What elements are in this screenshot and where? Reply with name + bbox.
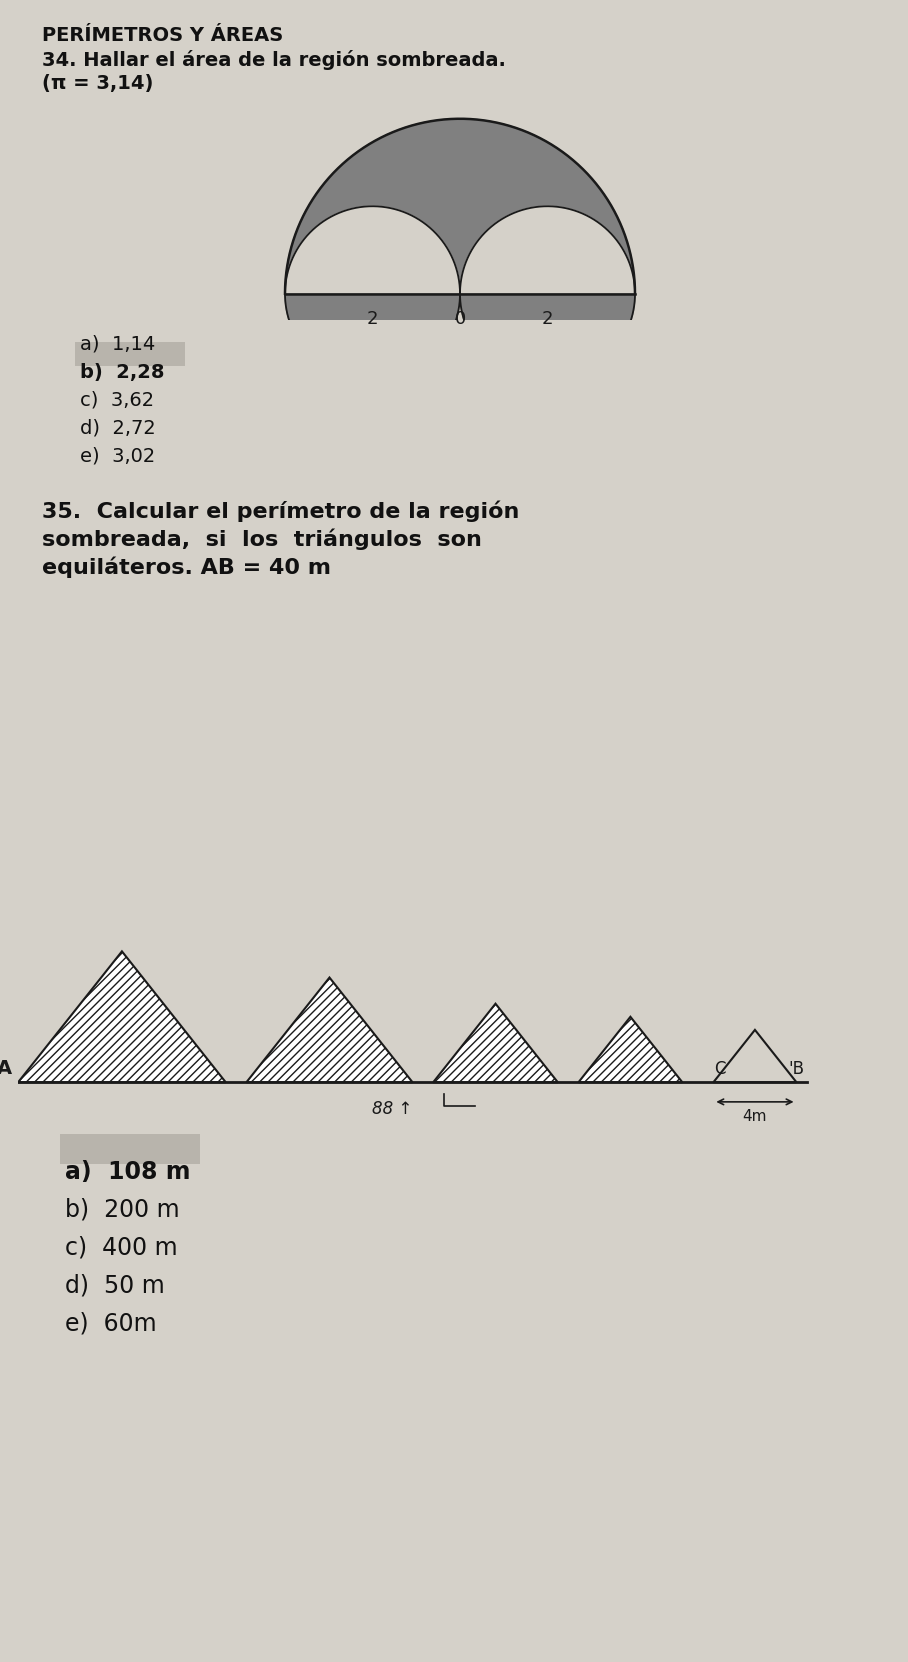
FancyBboxPatch shape — [75, 342, 185, 366]
Text: equiláteros. AB = 40 m: equiláteros. AB = 40 m — [42, 557, 331, 577]
Text: b)  200 m: b) 200 m — [65, 1198, 180, 1222]
Text: d)  2,72: d) 2,72 — [80, 419, 156, 439]
Text: c)  3,62: c) 3,62 — [80, 391, 154, 411]
Text: 34. Hallar el área de la región sombreada.: 34. Hallar el área de la región sombread… — [42, 50, 506, 70]
Text: 4m: 4m — [743, 1110, 767, 1125]
Text: e)  60m: e) 60m — [65, 1311, 156, 1336]
Polygon shape — [460, 294, 635, 381]
Text: 2: 2 — [367, 311, 379, 329]
Text: A: A — [0, 1059, 12, 1077]
Polygon shape — [578, 1017, 682, 1082]
Polygon shape — [433, 1004, 558, 1082]
Text: 0: 0 — [454, 311, 466, 329]
Polygon shape — [285, 206, 460, 294]
Text: a)  108 m: a) 108 m — [65, 1160, 191, 1183]
Polygon shape — [285, 294, 460, 381]
Text: C: C — [714, 1060, 725, 1077]
Text: sombreada,  si  los  triángulos  son: sombreada, si los triángulos son — [42, 529, 482, 550]
Text: d)  50 m: d) 50 m — [65, 1275, 164, 1298]
Text: (π = 3,14): (π = 3,14) — [42, 75, 153, 93]
Text: 2: 2 — [542, 311, 553, 329]
Text: c)  400 m: c) 400 m — [65, 1237, 178, 1260]
Text: b)  2,28: b) 2,28 — [80, 362, 164, 382]
FancyBboxPatch shape — [60, 1133, 200, 1163]
Polygon shape — [285, 118, 635, 294]
Text: e)  3,02: e) 3,02 — [80, 447, 155, 465]
Polygon shape — [246, 977, 412, 1082]
Text: a)  1,14: a) 1,14 — [80, 336, 155, 354]
Text: 88 ↑: 88 ↑ — [371, 1100, 412, 1119]
Text: 35.  Calcular el perímetro de la región: 35. Calcular el perímetro de la región — [42, 500, 519, 522]
Polygon shape — [460, 206, 635, 294]
Text: PERÍMETROS Y ÁREAS: PERÍMETROS Y ÁREAS — [42, 27, 283, 45]
Polygon shape — [18, 951, 226, 1082]
Text: 'B: 'B — [788, 1060, 804, 1077]
